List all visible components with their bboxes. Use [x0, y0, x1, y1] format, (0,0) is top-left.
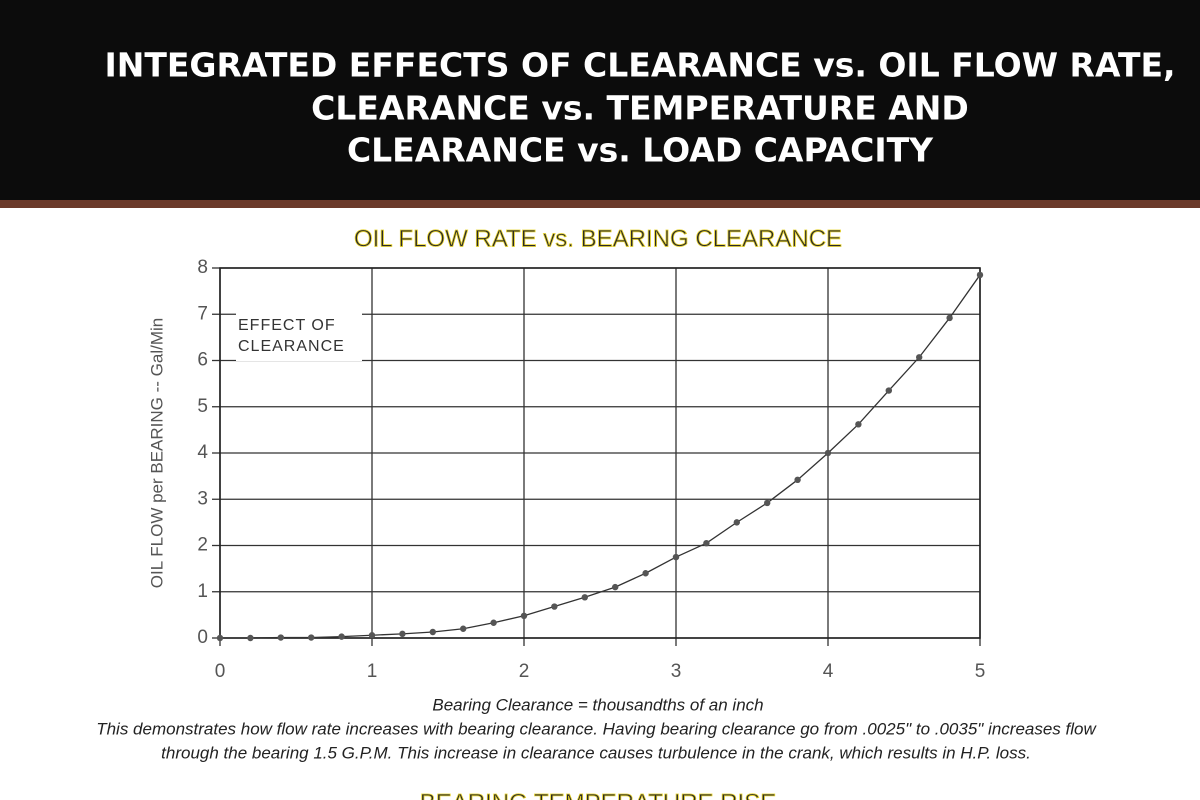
x-tick-label: 0	[215, 661, 226, 682]
series-line	[220, 274, 981, 639]
caption: through the bearing 1.5 G.P.M. This incr…	[161, 743, 1031, 762]
data-point	[520, 612, 528, 619]
data-point	[429, 628, 436, 636]
y-axis-label: OIL FLOW per BEARING -- Gal/Min	[147, 318, 166, 588]
data-point	[733, 519, 740, 526]
banner-title: INTEGRATED EFFECTS OF CLEARANCE vs. OIL …	[104, 46, 1175, 85]
plot-frame	[219, 267, 981, 639]
x-tick-label: 5	[975, 661, 986, 682]
data-point	[703, 539, 710, 547]
banner-title: CLEARANCE vs. TEMPERATURE AND	[311, 89, 969, 128]
data-point	[642, 570, 649, 577]
data-point	[885, 387, 892, 394]
data-point	[308, 634, 315, 641]
x-tick-label: 1	[367, 661, 378, 682]
y-tick-label: 2	[197, 535, 208, 556]
plot: 0 1 2 3 4 5 6 7 8 0 1 2 3 4 5	[197, 257, 985, 682]
banner-title: CLEARANCE vs. LOAD CAPACITY	[347, 131, 934, 170]
caption: This demonstrates how flow rate increase…	[96, 719, 1097, 738]
x-axis-label: Bearing Clearance = thousandths of an in…	[432, 695, 763, 714]
data-point	[581, 594, 588, 601]
y-tick-label: 0	[197, 627, 208, 648]
y-tick-label: 5	[197, 396, 208, 417]
data-point	[490, 619, 497, 626]
data-point	[612, 583, 619, 591]
data-point	[855, 421, 862, 428]
y-tick-label: 4	[197, 442, 208, 463]
data-point	[764, 499, 771, 507]
data-point	[672, 553, 680, 561]
data-point	[277, 634, 284, 641]
y-tick-label: 7	[197, 303, 208, 324]
data-point	[399, 630, 406, 638]
data-point	[551, 603, 558, 610]
y-tick-label: 1	[197, 581, 208, 602]
data-point	[338, 633, 345, 640]
annotation-box	[236, 313, 362, 361]
y-tick-label: 3	[197, 488, 208, 509]
annotation: EFFECT OF	[238, 317, 336, 334]
y-tick-label: 8	[197, 257, 208, 278]
x-tick-label: 2	[519, 661, 530, 682]
chart-title: OIL FLOW RATE vs. BEARING CLEARANCE	[354, 225, 842, 252]
banner	[0, 0, 1200, 200]
data-point	[460, 625, 467, 632]
data-point	[794, 476, 801, 484]
data-point	[916, 354, 923, 361]
banner-rule	[0, 200, 1200, 208]
data-point	[368, 632, 376, 639]
data-point	[946, 314, 953, 322]
data-point	[247, 634, 254, 642]
next-heading: BEARING TEMPERATURE RISE	[420, 789, 777, 800]
x-tick-label: 3	[671, 661, 682, 682]
x-tick-label: 4	[823, 661, 834, 682]
y-tick-label: 6	[197, 350, 208, 371]
data-point	[976, 271, 984, 279]
annotation: CLEARANCE	[238, 338, 345, 355]
data-point	[824, 449, 832, 457]
data-point	[216, 634, 224, 642]
